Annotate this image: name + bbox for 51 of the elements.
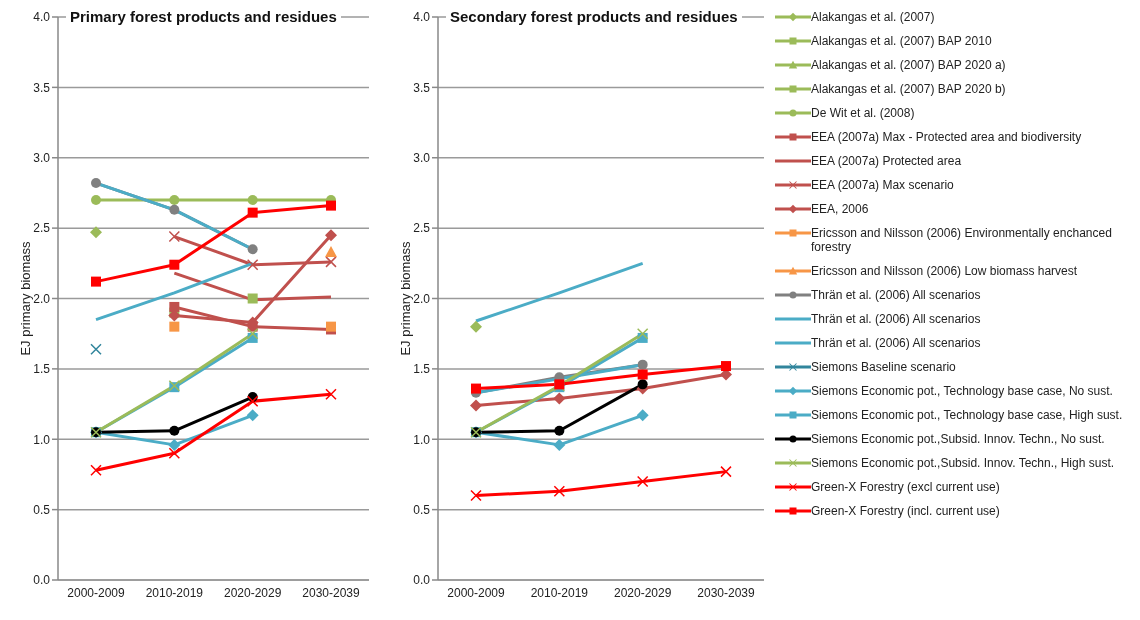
y-tick-label: 0.0 — [413, 573, 431, 588]
legend-label: EEA, 2006 — [811, 202, 869, 216]
legend-label: Siemons Baseline scenario — [811, 360, 956, 374]
legend-label: Siemons Economic pot., Technology base case, High sust. — [811, 408, 1123, 422]
y-tick-label: 4.0 — [33, 10, 51, 25]
y-axis-title: EJ primary biomass — [397, 240, 413, 356]
x-tick-label: 2030-2039 — [302, 585, 361, 600]
legend-label: Siemons Economic pot.,Subsid. Innov. Techn., High sust. — [811, 456, 1115, 470]
legend-label: Thrän et al. (2006) All scenarios — [811, 336, 981, 350]
legend-label: Green-X Forestry (incl. current use) — [811, 504, 1000, 518]
x-tick-label: 2030-2039 — [697, 585, 756, 600]
legend-label: Thrän et al. (2006) All scenarios — [811, 312, 981, 326]
y-tick-label: 0.5 — [413, 502, 431, 517]
x-tick-label: 2000-2009 — [67, 585, 126, 600]
y-tick-label: 3.5 — [33, 80, 51, 95]
y-tick-label: 1.5 — [33, 362, 51, 377]
y-tick-label: 0.0 — [33, 573, 51, 588]
x-tick-label: 2020-2029 — [223, 585, 282, 600]
legend-label: Thrän et al. (2006) All scenarios — [811, 288, 981, 302]
y-tick-label: 1.0 — [413, 432, 431, 447]
legend-label: Siemons Economic pot., Technology base case, No sust. — [811, 384, 1113, 398]
x-tick-label: 2010-2019 — [145, 585, 204, 600]
legend-label: Alakangas et al. (2007) BAP 2020 b) — [811, 82, 1006, 96]
x-tick-label: 2020-2029 — [613, 585, 672, 600]
legend-label: De Wit et al. (2008) — [811, 106, 915, 120]
legend-label: Siemons Economic pot.,Subsid. Innov. Techn., No sust. — [811, 432, 1105, 446]
chart-title: Primary forest products and residues — [66, 8, 341, 25]
legend-label: Alakangas et al. (2007) — [811, 10, 935, 24]
chart-title: Secondary forest products and residues — [446, 8, 742, 25]
legend-label: Alakangas et al. (2007) BAP 2020 a) — [811, 58, 1006, 72]
legend-label: EEA (2007a) Max scenario — [811, 178, 954, 192]
y-tick-label: 2.0 — [33, 291, 51, 306]
y-tick-label: 4.0 — [413, 10, 431, 25]
y-tick-label: 3.5 — [413, 80, 431, 95]
y-tick-label: 2.0 — [413, 291, 431, 306]
y-tick-label: 0.5 — [33, 502, 51, 517]
y-axis-title: EJ primary biomass — [17, 240, 33, 356]
y-tick-label: 1.0 — [33, 432, 51, 447]
y-tick-label: 1.5 — [413, 362, 431, 377]
x-tick-label: 2010-2019 — [530, 585, 589, 600]
y-tick-label: 3.0 — [33, 151, 51, 166]
legend-label: Ericsson and Nilsson (2006) Low biomass harvest — [811, 264, 1078, 278]
y-tick-label: 3.0 — [413, 151, 431, 166]
legend-label: Green-X Forestry (excl current use) — [811, 480, 1000, 494]
legend-label: Alakangas et al. (2007) BAP 2010 — [811, 34, 992, 48]
legend-label: EEA (2007a) Max - Protected area and biodiversity — [811, 130, 1082, 144]
y-tick-label: 2.5 — [413, 221, 431, 236]
y-tick-label: 2.5 — [33, 221, 51, 236]
x-tick-label: 2000-2009 — [447, 585, 506, 600]
legend-label: Ericsson and Nilsson (2006) Environmentally enchanced forestry — [811, 226, 1113, 254]
legend-label: EEA (2007a) Protected area — [811, 154, 962, 168]
